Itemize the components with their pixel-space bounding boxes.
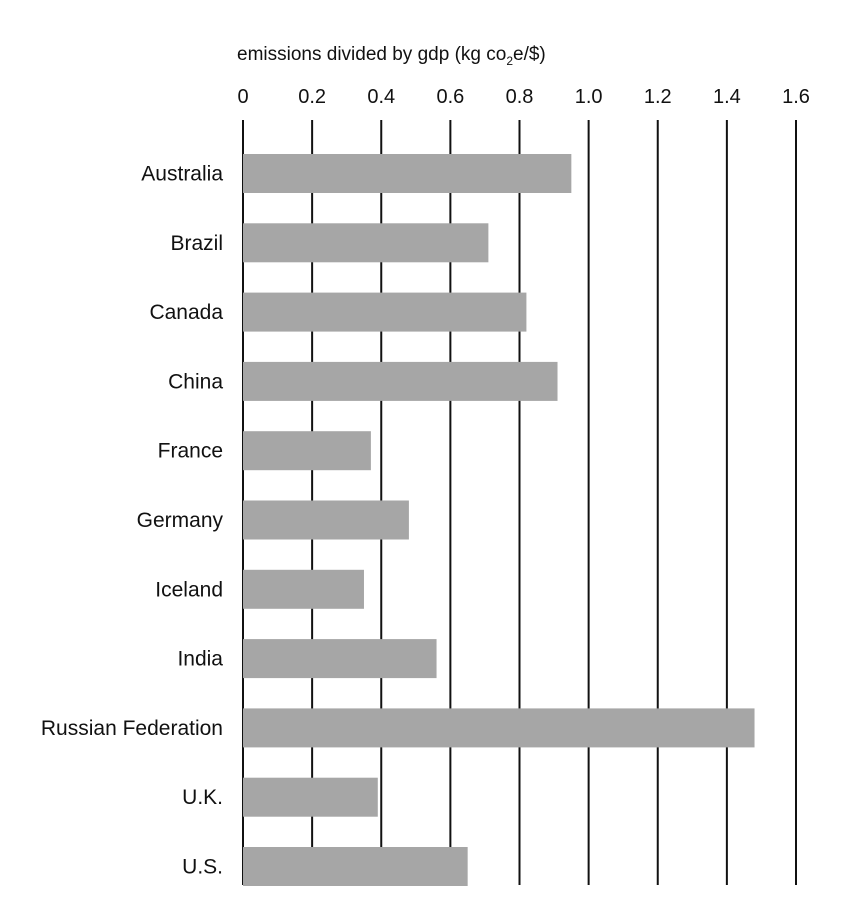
tick-labels: 0 0.2 0.4 0.6 0.8 1.0 1.2 1.4 1.6: [237, 86, 809, 108]
x-tick-label: 0.8: [506, 86, 534, 108]
x-tick-label: 0.6: [436, 86, 464, 108]
bar: [243, 708, 755, 748]
x-axis-title-subscript: 2: [506, 54, 513, 68]
x-axis-title-main: emissions divided by gdp (kg co: [237, 44, 506, 65]
x-tick-label: 0: [237, 86, 248, 108]
bar: [243, 361, 558, 401]
bar: [243, 500, 409, 540]
category-label: U.S.: [182, 856, 223, 879]
bars: [243, 154, 755, 886]
x-tick-label: 1.4: [713, 86, 741, 108]
category-label: India: [177, 648, 223, 671]
x-tick-label: 1.2: [644, 86, 672, 108]
category-label: Brazil: [170, 232, 223, 255]
x-tick-label: 0.4: [367, 86, 395, 108]
category-label: Germany: [137, 509, 224, 532]
category-label: Russian Federation: [41, 717, 223, 740]
category-labels: Australia Brazil Canada China France Germany I…: [41, 163, 224, 879]
category-label: Iceland: [155, 578, 223, 601]
x-tick-label: 0.2: [298, 86, 326, 108]
bar: [243, 847, 468, 886]
bar: [243, 431, 371, 471]
bar: [243, 223, 489, 263]
x-axis-title: emissions divided by gdp (kg co2e/$): [237, 44, 546, 68]
bar: [243, 639, 437, 679]
x-tick-label: 1.6: [782, 86, 810, 108]
x-axis-title-end: e/$): [513, 44, 546, 65]
bar: [243, 569, 364, 609]
bar: [243, 292, 527, 332]
x-tick-label: 1.0: [575, 86, 603, 108]
bar: [243, 777, 378, 817]
category-label: Canada: [149, 301, 223, 324]
category-label: Australia: [141, 163, 223, 186]
category-label: France: [158, 440, 223, 463]
category-label: U.K.: [182, 786, 223, 809]
bar: [243, 154, 572, 193]
category-label: China: [168, 370, 223, 393]
gridlines: [242, 120, 797, 885]
